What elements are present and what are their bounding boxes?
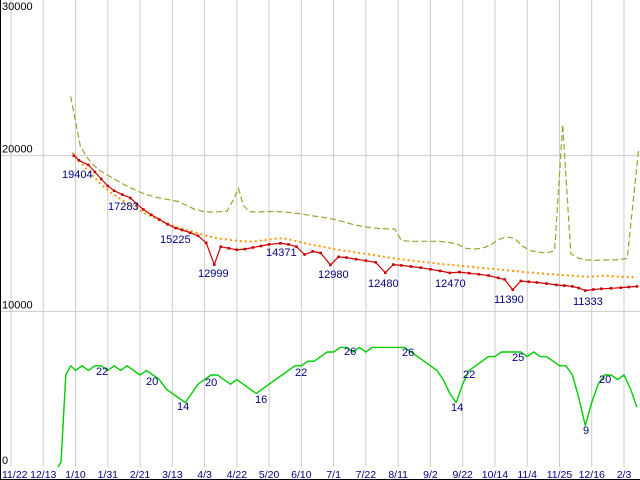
series-average-price: [71, 151, 637, 279]
count-label: 9: [583, 425, 589, 437]
data-label-annotations: 19404 17283 15225 12999 14371 12980 12480 12470…: [62, 169, 611, 437]
y-tick-label: 30000: [2, 1, 33, 13]
x-tick-label: 7/1: [326, 469, 341, 480]
count-label: 25: [512, 352, 524, 364]
price-label: 11390: [494, 294, 524, 306]
x-axis-labels: 11/22 12/13 1/10 1/31 2/21 3/13 4/3 4/22 5/20 6/1…: [2, 469, 632, 480]
gridlines: [1, 0, 640, 467]
count-label: 20: [146, 376, 158, 388]
price-label: 15225: [160, 234, 191, 246]
x-tick-label: 4/22: [227, 469, 248, 480]
price-label: 12980: [318, 269, 349, 281]
price-label: 14371: [266, 247, 297, 259]
x-tick-label: 9/2: [423, 469, 438, 480]
count-label: 22: [295, 367, 307, 379]
x-tick-label: 11/22: [2, 469, 28, 480]
x-tick-label: 9/22: [452, 469, 473, 480]
y-tick-label: 20000: [2, 144, 33, 156]
count-label: 14: [177, 401, 189, 413]
x-tick-label: 6/10: [291, 469, 312, 480]
count-label: 20: [599, 374, 611, 386]
count-label: 26: [344, 346, 356, 358]
count-label: 16: [255, 394, 267, 406]
count-label: 14: [451, 402, 463, 414]
price-label: 12999: [198, 268, 229, 280]
y-axis-labels: 0 10000 20000 30000: [2, 1, 33, 467]
count-label: 26: [402, 347, 414, 359]
x-tick-label: 11/25: [547, 469, 573, 480]
series-lowest-price: [72, 154, 639, 292]
x-tick-label: 2/3: [617, 469, 632, 480]
x-tick-label: 12/13: [30, 469, 56, 480]
x-tick-label: 12/16: [579, 469, 605, 480]
count-label: 20: [205, 377, 217, 389]
x-tick-label: 2/21: [130, 469, 151, 480]
series-highest-price: [70, 96, 640, 261]
x-tick-label: 3/13: [162, 469, 183, 480]
x-tick-label: 11/4: [517, 469, 537, 480]
x-tick-label: 5/20: [259, 469, 280, 480]
price-label: 17283: [108, 201, 139, 213]
x-tick-label: 4/3: [197, 469, 212, 480]
price-label: 12480: [368, 278, 399, 290]
x-tick-label: 8/11: [388, 469, 408, 480]
price-label: 12470: [435, 278, 466, 290]
x-tick-label: 10/14: [482, 469, 508, 480]
count-label: 22: [463, 369, 475, 381]
y-tick-label: 10000: [2, 299, 33, 311]
x-tick-label: 1/10: [65, 469, 86, 480]
price-label: 19404: [62, 169, 93, 181]
series-store-count: [57, 346, 638, 468]
count-label: 22: [96, 366, 108, 378]
y-tick-label: 0: [2, 455, 8, 467]
x-tick-label: 7/22: [356, 469, 377, 480]
x-tick-label: 1/31: [98, 469, 119, 480]
price-label: 11333: [573, 296, 603, 308]
